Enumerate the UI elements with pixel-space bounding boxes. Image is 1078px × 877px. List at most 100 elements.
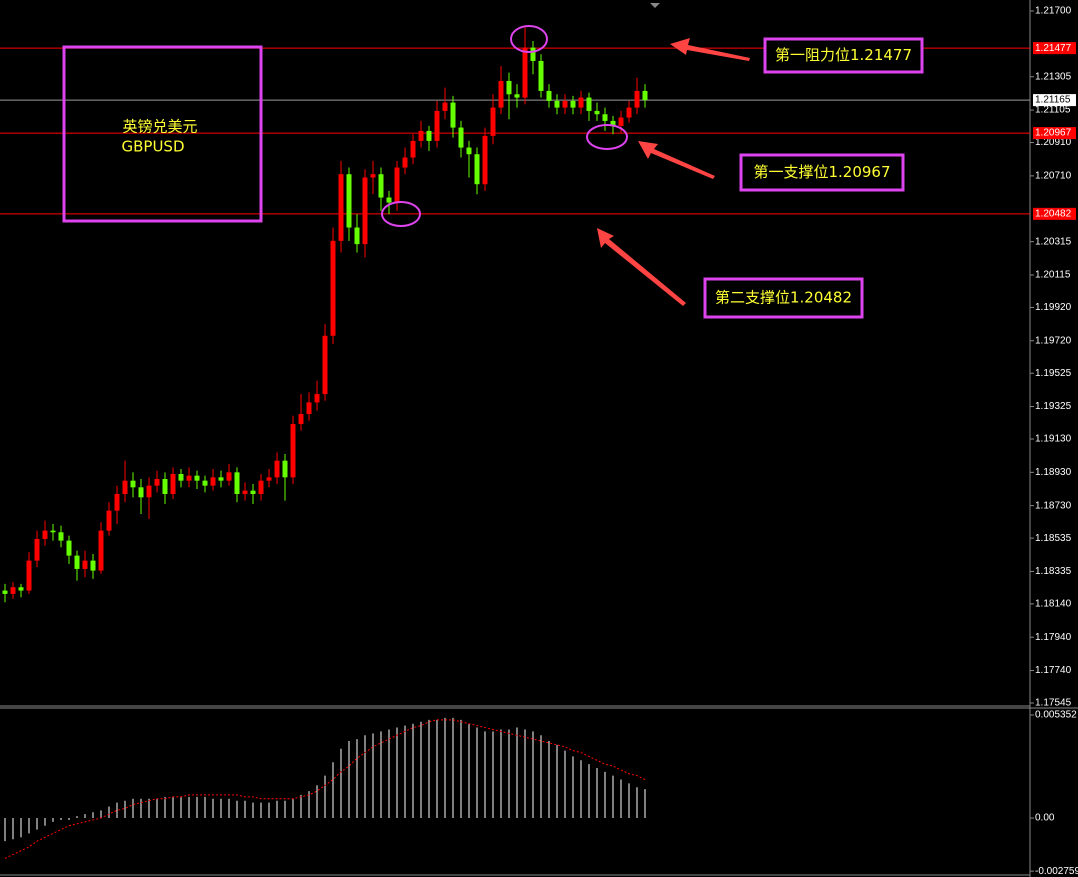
y-tick-label: 1.17740 (1035, 665, 1072, 676)
candle-body (594, 110, 600, 115)
candle-body (42, 530, 48, 539)
candle-body (474, 154, 480, 185)
candle-body (202, 480, 208, 486)
candle-body (410, 140, 416, 158)
candle-body (82, 560, 88, 569)
candle-body (618, 117, 624, 126)
symbol-box: 英镑兑美元 GBPUSD (62, 45, 263, 223)
price-label: 1.21477 (1035, 43, 1072, 54)
symbol-code: GBPUSD (121, 138, 184, 156)
candle-body (458, 127, 464, 148)
y-tick-label: 1.17940 (1035, 632, 1072, 643)
candle-body (402, 157, 408, 168)
y-tick-label: 0.00 (1035, 813, 1055, 824)
candle-body (554, 100, 560, 108)
candle-body (394, 167, 400, 203)
ellipse (381, 201, 421, 227)
candle-body (106, 510, 112, 531)
annotation-box (703, 277, 864, 319)
candle-body (98, 530, 104, 571)
candle-body (250, 490, 256, 494)
candle-body (354, 227, 360, 245)
candle-body (546, 90, 552, 101)
candle-body (274, 460, 280, 478)
y-tick-label: 1.19920 (1035, 302, 1072, 313)
y-tick-label: 1.21305 (1035, 71, 1072, 82)
y-tick-label: 1.21700 (1035, 6, 1072, 17)
candle-body (258, 480, 264, 494)
candle-body (522, 47, 528, 98)
symbol-frame (62, 45, 263, 223)
candle-body (266, 477, 272, 481)
candle-body (186, 475, 192, 481)
y-tick-label: -0.002759 (1035, 866, 1078, 877)
symbol-name: 英镑兑美元 (122, 118, 197, 136)
candle-body (346, 174, 352, 228)
candle-body (530, 47, 536, 61)
candle-body (442, 102, 448, 111)
y-tick-label: 1.20710 (1035, 171, 1072, 182)
candle-body (58, 532, 64, 541)
y-tick-label: 1.19525 (1035, 368, 1072, 379)
arrow (597, 228, 686, 306)
y-tick-label: 1.20115 (1035, 270, 1071, 281)
candle-body (26, 560, 32, 591)
candle-body (114, 493, 120, 511)
y-tick-label: 1.19130 (1035, 434, 1072, 445)
price-label-box (1033, 207, 1076, 220)
price-label: 1.20967 (1035, 128, 1072, 139)
price-label: 1.21165 (1035, 95, 1071, 106)
candle-body (386, 197, 392, 203)
candle-body (290, 424, 296, 478)
candle-body (210, 477, 216, 486)
candle-body (298, 414, 304, 425)
highlight-ellipses (381, 25, 628, 227)
candle-body (434, 110, 440, 141)
candle-body (490, 107, 496, 136)
candle-body (466, 147, 472, 155)
candle-body (538, 60, 544, 91)
arrows (597, 38, 750, 306)
shift-marker (650, 3, 660, 8)
annotation-text: 第一阻力位1.21477 (775, 46, 912, 64)
candle-body (578, 97, 584, 108)
y-tick-label: 1.18730 (1035, 500, 1072, 511)
candle-body (626, 107, 632, 118)
y-tick-label: 1.18335 (1035, 566, 1072, 577)
candle-body (130, 480, 136, 488)
candle-body (362, 177, 368, 245)
y-tick-label: 1.20315 (1035, 236, 1072, 247)
candle-body (602, 114, 608, 121)
y-tick-label: 1.17545 (1035, 698, 1072, 709)
candle-body (418, 130, 424, 141)
candle-body (282, 460, 288, 478)
candle-body (234, 472, 240, 494)
candle-body (218, 477, 224, 481)
y-tick-label: 1.18535 (1035, 533, 1072, 544)
candle-body (450, 102, 456, 128)
candle-body (10, 587, 16, 594)
candle-body (562, 100, 568, 108)
candle-body (610, 120, 616, 126)
candle-body (122, 480, 128, 494)
y-tick-label: 1.19325 (1035, 401, 1072, 412)
ellipse (510, 25, 548, 53)
y-tick-label: 0.005352 (1035, 710, 1077, 721)
candle-body (426, 130, 432, 141)
price-label-box (1033, 42, 1076, 55)
y-tick-label: 1.18930 (1035, 467, 1072, 478)
signal-line (4, 719, 646, 859)
candle-body (34, 538, 40, 561)
candle-body (170, 473, 176, 494)
y-tick-label: 1.20910 (1035, 137, 1072, 148)
candle-body (90, 560, 96, 571)
candle-body (154, 478, 160, 486)
marks: 1.21700 1.21305 1.21105 1.20910 1.20710 1.203… (0, 6, 1078, 877)
candle-body (242, 490, 248, 494)
candle-body (570, 100, 576, 108)
y-tick-label: 1.18140 (1035, 599, 1072, 610)
candle-body (586, 97, 592, 111)
candle-body (338, 174, 344, 241)
candle-body (506, 80, 512, 95)
